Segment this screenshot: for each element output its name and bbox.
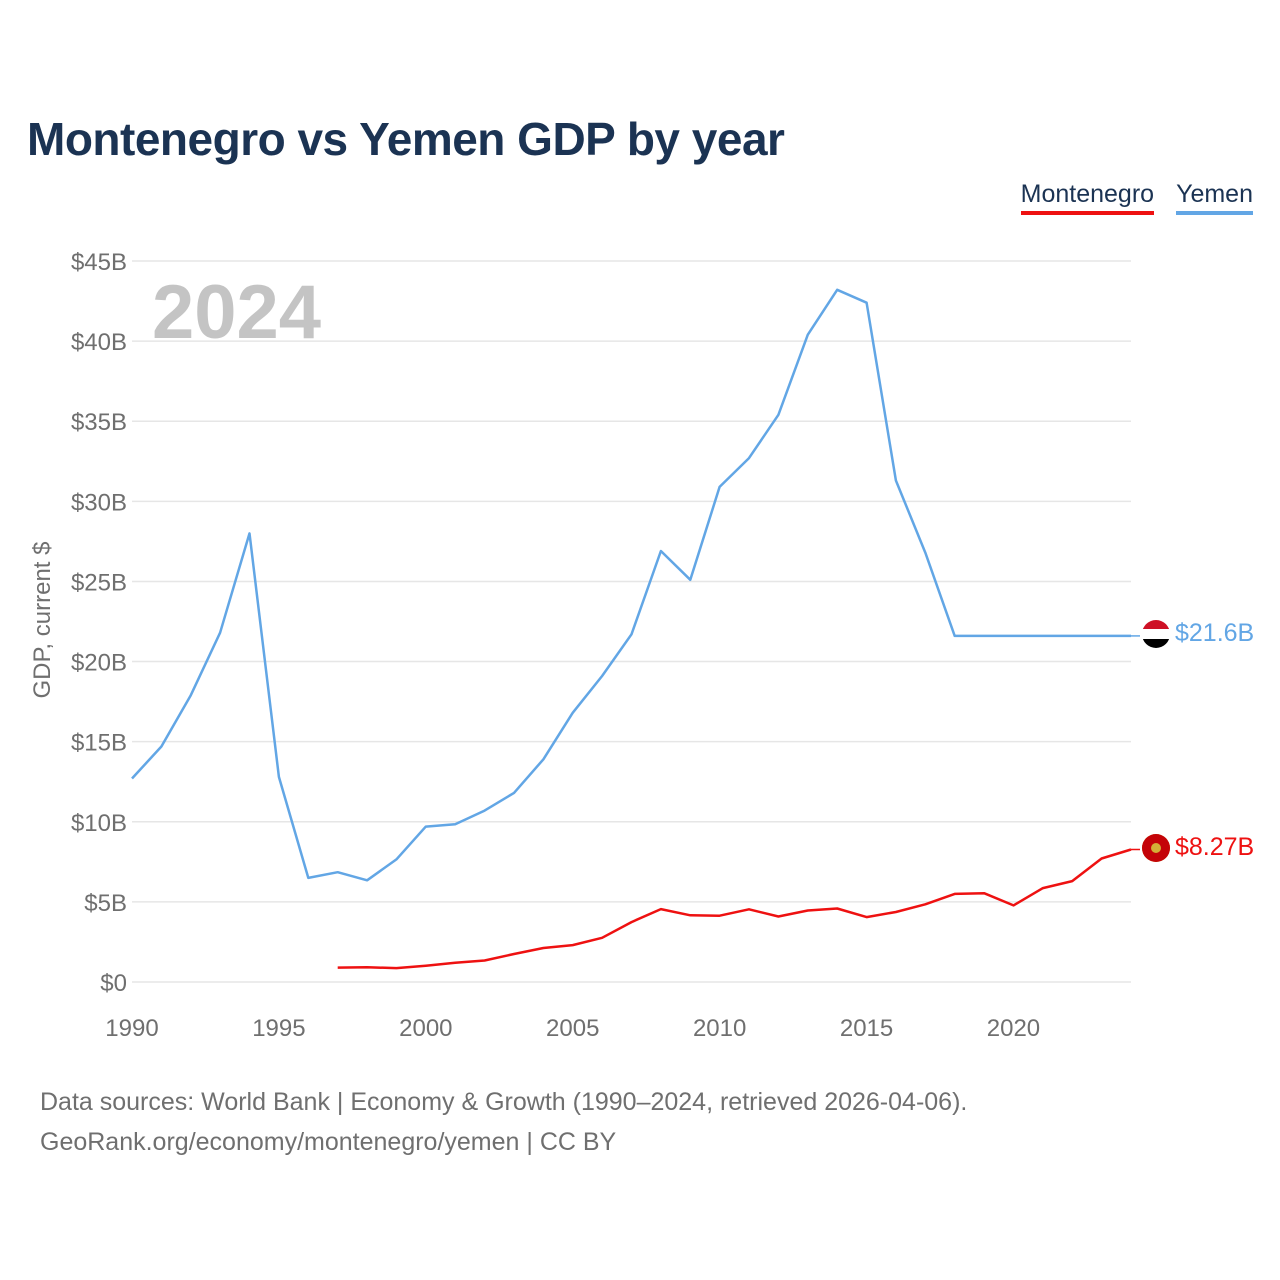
data-point-montenegro[interactable] [922,901,928,907]
data-point-montenegro[interactable] [423,963,429,969]
data-point-yemen[interactable] [540,756,546,762]
x-axis-ticks: 1990 1995 2000 2005 2010 2015 2020 [105,1015,1040,1042]
x-tick-label: 2005 [546,1015,599,1042]
data-point-yemen[interactable] [423,824,429,830]
data-point-yemen[interactable] [393,856,399,862]
data-point-yemen[interactable] [1040,633,1046,639]
legend: Montenegro Yemen [1020,180,1253,215]
data-point-montenegro[interactable] [335,965,341,971]
data-point-montenegro[interactable] [687,912,693,918]
data-point-montenegro[interactable] [570,942,576,948]
data-point-yemen[interactable] [305,875,311,881]
data-point-yemen[interactable] [981,633,987,639]
data-point-yemen[interactable] [717,484,723,490]
x-tick-label: 2015 [840,1015,893,1042]
data-point-yemen[interactable] [335,869,341,875]
data-point-yemen[interactable] [511,790,517,796]
data-point-yemen[interactable] [893,478,899,484]
end-value-label-montenegro: $8.27B [1175,833,1254,861]
y-tick-label: $35B [71,409,127,436]
x-tick-label: 2020 [987,1015,1040,1042]
data-point-yemen[interactable] [629,631,635,637]
footer: Data sources: World Bank | Economy & Gro… [40,1082,967,1162]
data-point-yemen[interactable] [687,577,693,583]
legend-item-yemen[interactable]: Yemen [1176,180,1253,215]
gridlines [132,260,1131,983]
footer-attribution: GeoRank.org/economy/montenegro/yemen | C… [40,1128,617,1156]
data-point-montenegro[interactable] [1040,885,1046,891]
data-point-montenegro[interactable] [658,906,664,912]
data-point-yemen[interactable] [805,332,811,338]
footer-sources: Data sources: World Bank | Economy & Gro… [40,1088,968,1116]
data-point-montenegro[interactable] [805,908,811,914]
y-axis-label: GDP, current $ [29,542,56,699]
data-point-yemen[interactable] [864,300,870,306]
y-tick-label: $20B [71,650,127,677]
data-point-yemen[interactable] [1099,633,1105,639]
data-point-yemen[interactable] [364,877,370,883]
data-point-yemen[interactable] [599,673,605,679]
y-tick-label: $5B [84,890,127,917]
data-point-montenegro[interactable] [775,913,781,919]
y-tick-label: $30B [71,489,127,516]
data-point-yemen[interactable] [834,287,840,293]
year-watermark: 2024 [152,270,321,355]
data-point-montenegro[interactable] [452,960,458,966]
data-point-montenegro[interactable] [981,890,987,896]
legend-item-montenegro[interactable]: Montenegro [1020,180,1155,215]
montenegro-flag-icon [1142,834,1170,862]
data-point-yemen[interactable] [922,550,928,556]
data-point-montenegro[interactable] [1099,855,1105,861]
yemen-flag-icon [1142,620,1170,648]
y-tick-label: $40B [71,329,127,356]
chart-title: Montenegro vs Yemen GDP by year [27,113,785,165]
data-point-yemen[interactable] [158,743,164,749]
data-point-yemen[interactable] [482,808,488,814]
data-point-yemen[interactable] [775,412,781,418]
y-tick-label: $0 [100,970,127,997]
data-point-yemen[interactable] [217,630,223,636]
x-tick-label: 2010 [693,1015,746,1042]
data-point-yemen[interactable] [129,776,135,782]
data-point-yemen[interactable] [1069,633,1075,639]
x-tick-label: 2000 [399,1015,452,1042]
data-point-yemen[interactable] [570,710,576,716]
y-tick-label: $45B [71,249,127,276]
data-point-yemen[interactable] [658,548,664,554]
data-point-montenegro[interactable] [629,919,635,925]
data-point-yemen[interactable] [247,530,253,536]
data-point-yemen[interactable] [276,774,282,780]
data-point-montenegro[interactable] [864,914,870,920]
data-point-montenegro[interactable] [746,906,752,912]
data-point-yemen[interactable] [1010,633,1016,639]
y-tick-label: $15B [71,730,127,757]
data-point-montenegro[interactable] [717,913,723,919]
series-line-yemen[interactable] [131,288,1131,882]
data-point-montenegro[interactable] [511,951,517,957]
x-tick-label: 1990 [105,1015,158,1042]
data-point-montenegro[interactable] [599,935,605,941]
data-point-yemen[interactable] [452,821,458,827]
x-tick-label: 1995 [252,1015,305,1042]
data-point-yemen[interactable] [746,455,752,461]
data-point-yemen[interactable] [952,633,958,639]
data-point-yemen[interactable] [188,692,194,698]
data-point-montenegro[interactable] [1069,878,1075,884]
y-tick-label: $25B [71,569,127,596]
data-point-montenegro[interactable] [482,958,488,964]
series-line-montenegro[interactable] [337,848,1132,970]
data-point-montenegro[interactable] [834,905,840,911]
data-point-montenegro[interactable] [893,909,899,915]
end-value-label-yemen: $21.6B [1175,619,1254,647]
data-point-montenegro[interactable] [393,965,399,971]
y-axis-ticks: $0 $5B $10B $15B $20B $25B $30B $35B $40B $45B [71,249,127,997]
data-point-montenegro[interactable] [364,964,370,970]
data-point-montenegro[interactable] [952,891,958,897]
data-point-montenegro[interactable] [540,945,546,951]
y-tick-label: $10B [71,810,127,837]
data-point-montenegro[interactable] [1010,902,1016,908]
